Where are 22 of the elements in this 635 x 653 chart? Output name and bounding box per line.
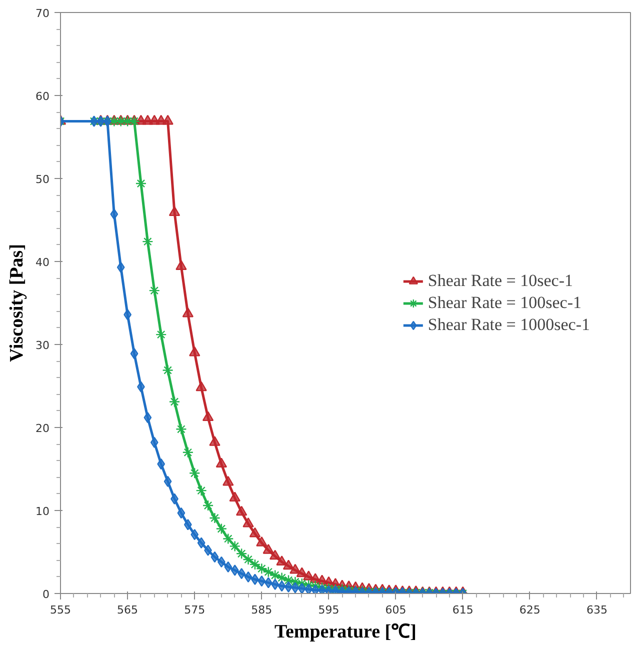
x-tick-label: 575: [184, 604, 206, 616]
y-tick-label: 20: [36, 422, 50, 435]
y-tick-label: 30: [36, 339, 50, 352]
x-tick-label: 585: [251, 604, 272, 616]
x-tick-label: 625: [519, 604, 540, 616]
y-axis-title: Viscosity [Pas]: [6, 244, 28, 362]
x-axis-title: Temperature [℃]: [274, 622, 416, 642]
x-tick-label: 615: [452, 604, 474, 616]
x-tick-label: 605: [385, 604, 406, 616]
y-tick-label: 50: [36, 173, 50, 186]
y-tick-label: 0: [42, 588, 50, 601]
x-tick-label: 635: [586, 604, 608, 616]
x-tick-label: 595: [318, 604, 340, 616]
x-tick-label: 565: [117, 604, 138, 616]
legend-label: Shear Rate = 1000sec-1: [428, 314, 590, 334]
y-tick-label: 40: [36, 256, 50, 269]
legend-label: Shear Rate = 10sec-1: [428, 270, 573, 290]
x-tick-label: 555: [50, 604, 71, 616]
y-tick-label: 10: [36, 505, 50, 518]
legend-label: Shear Rate = 100sec-1: [428, 292, 582, 312]
y-tick-label: 60: [36, 90, 50, 103]
y-tick-label: 70: [36, 7, 50, 20]
